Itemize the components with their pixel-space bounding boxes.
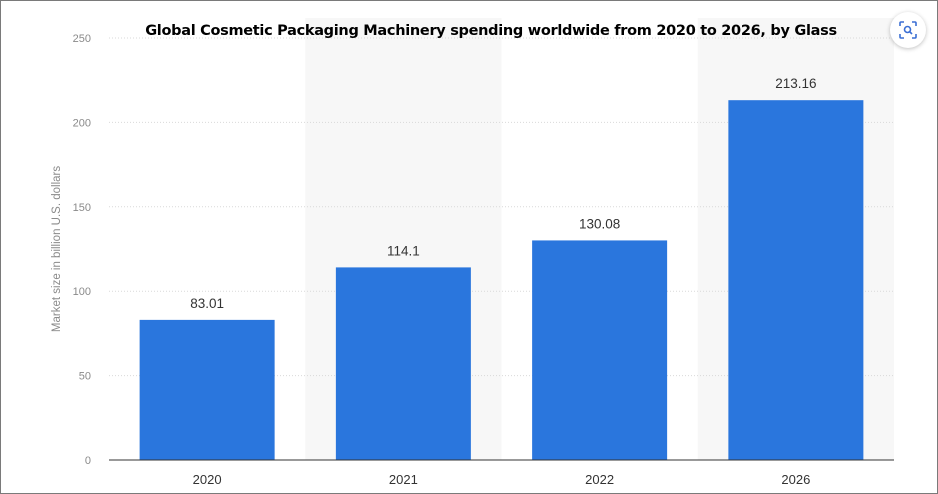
bar-2020[interactable] [139, 319, 275, 460]
y-tick-label: 200 [73, 117, 91, 129]
y-tick-label: 150 [73, 202, 91, 214]
bar-2021[interactable] [335, 267, 471, 460]
lens-scan-button[interactable] [890, 12, 926, 48]
data-label-2020: 83.01 [190, 296, 224, 311]
x-tick-label: 2022 [585, 472, 614, 487]
data-label-2026: 213.16 [775, 76, 816, 91]
y-tick-label: 250 [73, 33, 91, 45]
bar-2022[interactable] [532, 240, 668, 460]
y-tick-label: 0 [85, 455, 91, 467]
y-axis-title: Market size in billion U.S. dollars [51, 166, 63, 332]
x-tick-label: 2021 [389, 472, 418, 487]
x-tick-label: 2026 [781, 472, 810, 487]
data-label-2021: 114.1 [387, 243, 420, 258]
bar-2026[interactable] [728, 100, 864, 461]
data-label-2022: 130.08 [579, 216, 620, 231]
x-tick-label: 2020 [193, 472, 222, 487]
y-tick-label: 100 [73, 286, 91, 298]
y-tick-label: 50 [79, 371, 91, 383]
lens-scan-icon [899, 21, 917, 39]
chart-title: Global Cosmetic Packaging Machinery spen… [145, 23, 837, 39]
